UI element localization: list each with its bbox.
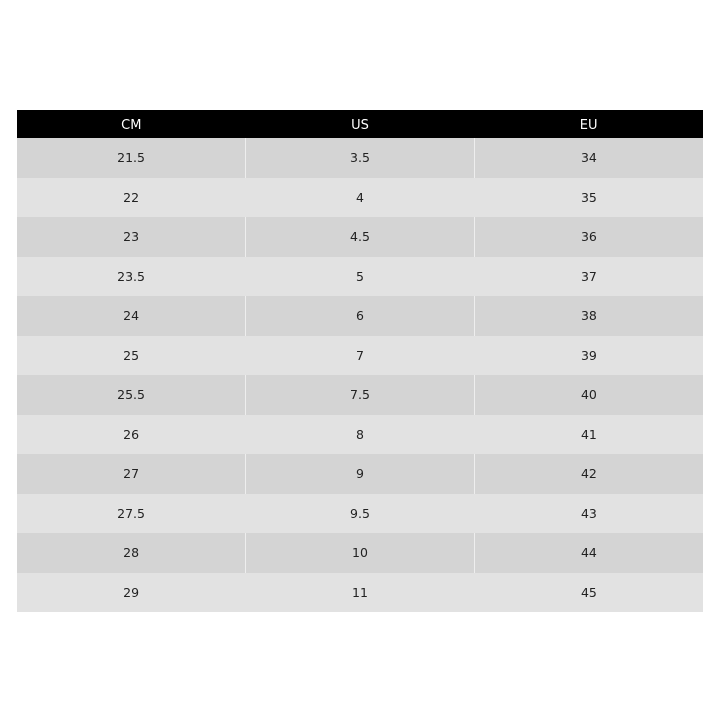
- cell-cm: 25: [17, 335, 246, 375]
- cell-eu: 43: [473, 493, 703, 533]
- cell-eu: 41: [473, 414, 703, 454]
- cell-us: 7: [245, 335, 475, 375]
- cell-cm: 25.5: [17, 375, 246, 415]
- cell-eu: 36: [473, 217, 703, 257]
- cell-eu: 39: [473, 335, 703, 375]
- cell-cm: 23.5: [17, 256, 246, 296]
- header-eu: EU: [474, 110, 703, 138]
- cell-us: 3.5: [245, 138, 475, 178]
- cell-us: 7.5: [245, 375, 475, 415]
- table-row: 24 6 38: [17, 296, 703, 336]
- cell-cm: 26: [17, 414, 246, 454]
- cell-eu: 42: [473, 454, 703, 494]
- header-row: CM US EU: [17, 110, 703, 138]
- table-row: 23.5 5 37: [17, 256, 703, 296]
- cell-us: 8: [245, 414, 475, 454]
- cell-eu: 37: [473, 256, 703, 296]
- cell-cm: 23: [17, 217, 246, 257]
- table-row: 29 11 45: [17, 572, 703, 612]
- cell-eu: 40: [473, 375, 703, 415]
- cell-us: 9.5: [245, 493, 475, 533]
- table-row: 22 4 35: [17, 177, 703, 217]
- table-row: 25 7 39: [17, 335, 703, 375]
- cell-cm: 27.5: [17, 493, 246, 533]
- cell-eu: 34: [473, 138, 703, 178]
- cell-us: 11: [245, 572, 475, 612]
- cell-eu: 38: [473, 296, 703, 336]
- cell-us: 4.5: [245, 217, 475, 257]
- table-row: 27 9 42: [17, 454, 703, 494]
- table-row: 27.5 9.5 43: [17, 493, 703, 533]
- cell-cm: 28: [17, 533, 246, 573]
- table-row: 26 8 41: [17, 414, 703, 454]
- cell-us: 9: [245, 454, 475, 494]
- table-row: 23 4.5 36: [17, 217, 703, 257]
- cell-eu: 44: [473, 533, 703, 573]
- cell-cm: 24: [17, 296, 246, 336]
- cell-us: 4: [245, 177, 475, 217]
- size-chart-table: CM US EU 21.5 3.5 34 22 4 35 23 4.5 36 23.5 5 37 24 6…: [17, 110, 703, 612]
- cell-eu: 35: [473, 177, 703, 217]
- cell-cm: 27: [17, 454, 246, 494]
- header-cm: CM: [17, 110, 246, 138]
- cell-us: 10: [245, 533, 475, 573]
- cell-eu: 45: [473, 572, 703, 612]
- table-row: 25.5 7.5 40: [17, 375, 703, 415]
- header-us: US: [245, 110, 475, 138]
- cell-cm: 22: [17, 177, 246, 217]
- table-row: 28 10 44: [17, 533, 703, 573]
- cell-us: 6: [245, 296, 475, 336]
- cell-cm: 21.5: [17, 138, 246, 178]
- cell-cm: 29: [17, 572, 246, 612]
- cell-us: 5: [245, 256, 475, 296]
- table-row: 21.5 3.5 34: [17, 138, 703, 178]
